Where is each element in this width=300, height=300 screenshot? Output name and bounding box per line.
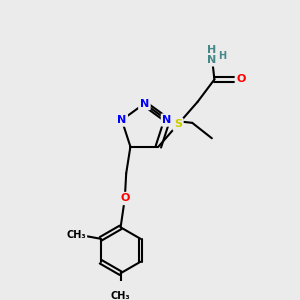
Text: CH₃: CH₃ xyxy=(111,291,130,300)
Text: O: O xyxy=(120,194,130,203)
Text: CH₃: CH₃ xyxy=(67,230,86,240)
Text: S: S xyxy=(174,119,182,129)
Text: H: H xyxy=(218,51,226,61)
Text: H: H xyxy=(207,45,216,55)
Text: O: O xyxy=(236,74,246,85)
Text: N: N xyxy=(117,115,126,125)
Text: N: N xyxy=(140,99,149,109)
Text: N: N xyxy=(207,55,216,65)
Text: N: N xyxy=(162,115,172,125)
